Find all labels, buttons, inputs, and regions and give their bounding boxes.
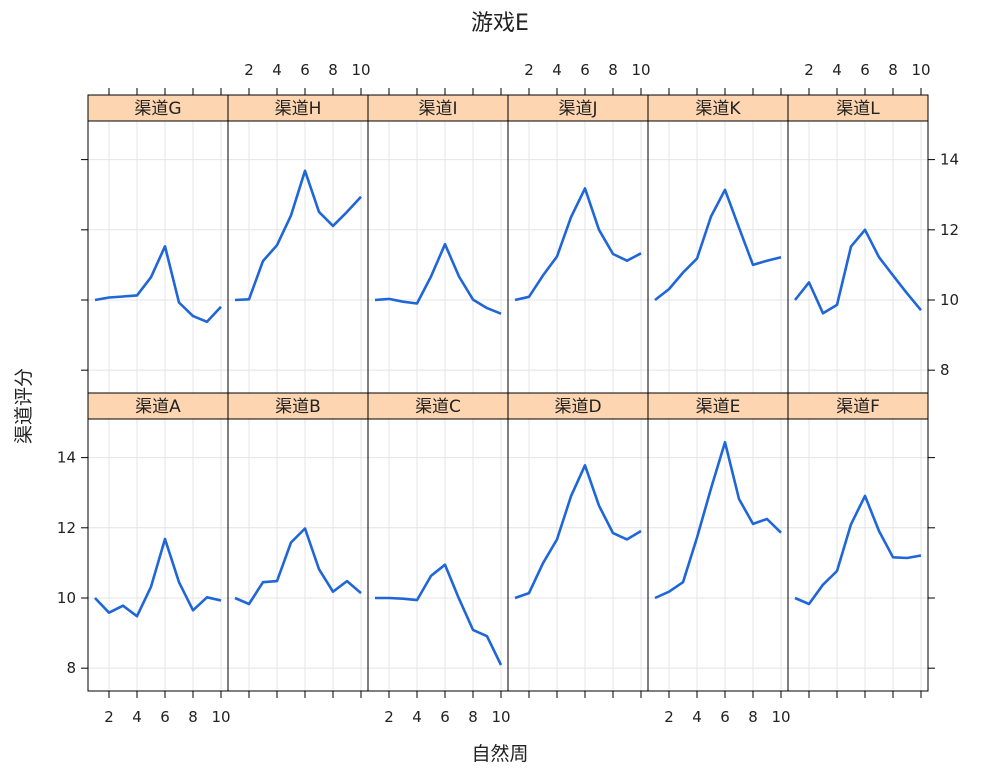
strip-渠道D [507, 392, 649, 420]
x-tick-label-bottom: 6 [720, 708, 730, 726]
x-tick-label-top: 2 [244, 61, 254, 79]
x-tick-label-top: 6 [580, 61, 590, 79]
strip-label-渠道L: 渠道L [836, 99, 880, 119]
strip-渠道I [367, 94, 509, 122]
strip-渠道F [787, 392, 929, 420]
x-axis-title: 自然周 [471, 743, 528, 765]
panel-border-渠道L [787, 120, 929, 394]
x-tick-label-bottom: 4 [692, 708, 702, 726]
x-tick-label-top: 10 [911, 61, 930, 79]
x-tick-label-bottom: 10 [211, 708, 230, 726]
x-tick-label-top: 2 [804, 61, 814, 79]
y-tick-label-left: 8 [66, 659, 76, 677]
strip-渠道L [787, 94, 929, 122]
y-axis-title: 渠道评分 [13, 368, 35, 444]
series-line-渠道D [514, 463, 642, 600]
x-tick-label-bottom: 6 [160, 708, 170, 726]
series-line-渠道G [94, 245, 222, 324]
panel-渠道B: 渠道B [227, 392, 369, 692]
strip-label-渠道J: 渠道J [558, 99, 597, 119]
x-tick-label-bottom: 4 [412, 708, 422, 726]
strip-label-渠道E: 渠道E [696, 397, 741, 417]
panel-渠道D: 渠道D [507, 392, 649, 692]
x-tick-label-top: 2 [524, 61, 534, 79]
x-tick-label-bottom: 2 [664, 708, 674, 726]
panel-渠道K: 渠道K [647, 94, 789, 394]
x-tick-label-bottom: 4 [132, 708, 142, 726]
y-tick-label-right: 8 [940, 361, 950, 379]
x-tick-label-top: 10 [351, 61, 370, 79]
x-tick-label-top: 6 [300, 61, 310, 79]
strip-渠道C [367, 392, 509, 420]
panel-渠道G: 渠道G [87, 94, 229, 394]
x-tick-label-bottom: 8 [748, 708, 758, 726]
y-tick-label-right: 12 [940, 221, 959, 239]
y-tick-label-right: 10 [940, 291, 959, 309]
x-tick-label-top: 8 [328, 61, 338, 79]
x-tick-label-top: 4 [832, 61, 842, 79]
x-tick-label-bottom: 6 [440, 708, 450, 726]
axes-group: 2 4 6 8 102 4 6 8 102 4 6 8 102 4 6 8 102 4 6 8 102 4 6 8 108101… [57, 61, 959, 726]
strip-label-渠道G: 渠道G [134, 99, 181, 119]
panel-渠道C: 渠道C [367, 392, 509, 692]
y-tick-label-right: 14 [940, 151, 959, 169]
panel-渠道I: 渠道I [367, 94, 509, 394]
strip-label-渠道F: 渠道F [836, 397, 880, 417]
x-tick-label-top: 4 [552, 61, 562, 79]
series-line-渠道L [793, 228, 923, 315]
strip-label-渠道C: 渠道C [415, 397, 461, 417]
series-line-渠道B [234, 527, 362, 606]
series-line-渠道A [94, 537, 222, 618]
panel-渠道J: 渠道J [507, 94, 649, 394]
strip-渠道H [227, 94, 369, 122]
x-tick-label-bottom: 10 [491, 708, 510, 726]
strip-label-渠道B: 渠道B [275, 397, 321, 417]
x-tick-label-top: 8 [888, 61, 898, 79]
series-line-渠道I [374, 242, 502, 315]
strip-label-渠道H: 渠道H [275, 99, 322, 119]
strip-label-渠道I: 渠道I [418, 99, 457, 119]
x-tick-label-bottom: 10 [771, 708, 790, 726]
x-tick-label-top: 10 [631, 61, 650, 79]
x-tick-label-bottom: 2 [384, 708, 394, 726]
x-tick-label-top: 8 [608, 61, 618, 79]
panel-渠道A: 渠道A [87, 392, 229, 692]
x-tick-label-top: 4 [272, 61, 282, 79]
strip-label-渠道D: 渠道D [554, 397, 601, 417]
x-tick-label-bottom: 2 [104, 708, 114, 726]
strip-渠道B [227, 392, 369, 420]
y-tick-label-left: 12 [57, 519, 76, 537]
panel-渠道L: 渠道L [787, 94, 929, 394]
y-tick-label-left: 14 [57, 449, 76, 467]
panel-渠道E: 渠道E [647, 392, 789, 692]
series-line-渠道E [654, 440, 782, 600]
panel-border-渠道F [787, 418, 929, 692]
strip-label-渠道A: 渠道A [135, 397, 181, 417]
series-line-渠道H [234, 169, 362, 302]
panel-渠道H: 渠道H [227, 94, 369, 394]
chart-title: 游戏E [471, 11, 529, 36]
x-tick-label-bottom: 8 [188, 708, 198, 726]
series-line-渠道J [514, 187, 642, 302]
panel-渠道F: 渠道F [787, 392, 929, 692]
x-tick-label-bottom: 8 [468, 708, 478, 726]
series-line-渠道F [794, 494, 922, 606]
y-tick-label-left: 10 [57, 589, 76, 607]
series-line-渠道K [654, 188, 782, 302]
strip-label-渠道K: 渠道K [695, 99, 741, 119]
x-tick-label-top: 6 [860, 61, 870, 79]
series-line-渠道C [375, 563, 503, 666]
